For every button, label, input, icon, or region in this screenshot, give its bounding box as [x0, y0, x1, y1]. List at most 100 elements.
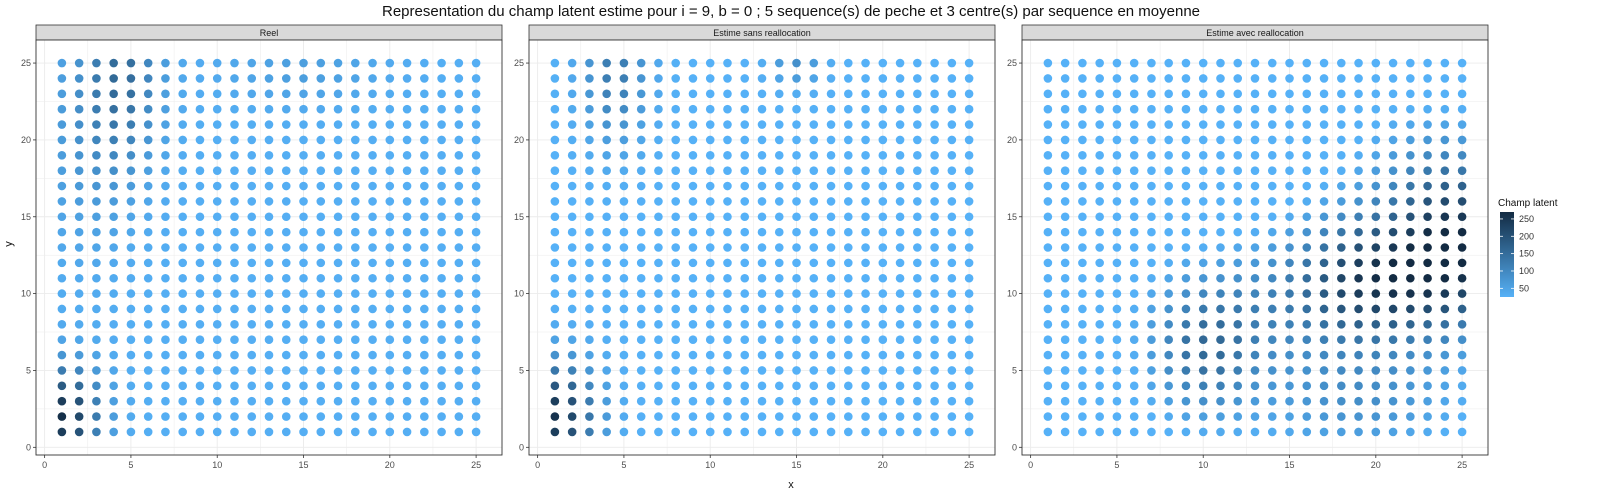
data-point	[740, 427, 750, 437]
data-point	[688, 181, 698, 191]
data-point	[437, 181, 446, 191]
data-point	[1181, 335, 1191, 345]
data-point	[316, 58, 326, 68]
data-point	[161, 396, 170, 406]
data-point	[92, 181, 101, 191]
data-point	[1216, 304, 1225, 314]
data-point	[281, 58, 291, 68]
data-point	[109, 366, 118, 375]
data-point	[1129, 273, 1139, 283]
data-point	[567, 150, 577, 160]
data-point	[1440, 273, 1450, 283]
data-point	[57, 166, 67, 175]
data-point	[161, 258, 170, 268]
data-point	[792, 243, 801, 252]
data-point	[913, 350, 922, 360]
x-tick-label: 15	[792, 460, 802, 470]
legend-tick-label: 250	[1519, 214, 1534, 224]
data-point	[740, 412, 750, 421]
data-point	[109, 427, 118, 437]
data-point	[109, 289, 118, 298]
data-point	[471, 350, 481, 360]
data-point	[1181, 104, 1191, 114]
data-point	[1129, 74, 1139, 83]
x-tick-label: 25	[964, 460, 974, 470]
data-point	[264, 58, 274, 68]
data-point	[126, 227, 136, 237]
data-point	[809, 320, 819, 329]
data-point	[161, 350, 170, 360]
data-point	[671, 273, 680, 283]
data-point	[550, 427, 560, 437]
data-point	[1457, 396, 1467, 406]
data-point	[792, 197, 801, 206]
data-point	[1440, 74, 1450, 83]
data-point	[1267, 427, 1277, 437]
data-point	[437, 320, 446, 329]
data-point	[705, 427, 715, 437]
data-point	[1043, 396, 1053, 406]
data-point	[1147, 104, 1156, 114]
data-point	[913, 74, 922, 83]
data-point	[567, 289, 577, 298]
data-point	[281, 120, 291, 129]
data-point	[1181, 289, 1191, 298]
data-point	[1216, 197, 1225, 206]
data-point	[1440, 150, 1450, 160]
data-point	[1198, 89, 1208, 99]
data-point	[878, 243, 888, 252]
data-point	[92, 427, 101, 437]
data-point	[619, 135, 629, 145]
data-point	[861, 181, 870, 191]
data-point	[1319, 396, 1329, 406]
data-point	[792, 74, 801, 83]
data-point	[126, 273, 136, 283]
data-point	[947, 412, 957, 421]
data-point	[636, 273, 646, 283]
data-point	[247, 258, 257, 268]
data-point	[92, 120, 101, 129]
data-point	[585, 58, 594, 68]
data-point	[230, 350, 239, 360]
data-point	[195, 396, 205, 406]
data-point	[454, 227, 464, 237]
data-point	[792, 396, 801, 406]
data-point	[809, 335, 819, 345]
data-point	[1112, 181, 1122, 191]
data-point	[913, 335, 922, 345]
data-point	[1337, 335, 1346, 345]
data-point	[1457, 120, 1467, 129]
data-point	[1233, 74, 1243, 83]
data-point	[299, 427, 308, 437]
data-point	[1147, 181, 1156, 191]
data-point	[585, 150, 594, 160]
data-point	[964, 320, 974, 329]
data-point	[57, 181, 67, 191]
data-point	[636, 335, 646, 345]
data-point	[333, 366, 343, 375]
data-point	[1337, 412, 1346, 421]
data-point	[264, 381, 274, 391]
data-point	[471, 89, 481, 99]
data-point	[964, 243, 974, 252]
data-point	[826, 212, 836, 222]
data-point	[1216, 335, 1225, 345]
data-point	[757, 74, 767, 83]
data-point	[1319, 135, 1329, 145]
data-point	[333, 89, 343, 99]
data-point	[1319, 289, 1329, 298]
data-point	[230, 135, 239, 145]
data-point	[109, 320, 118, 329]
data-point	[636, 381, 646, 391]
data-point	[1043, 89, 1053, 99]
data-point	[861, 258, 870, 268]
data-point	[895, 258, 905, 268]
data-point	[1457, 427, 1467, 437]
data-point	[1233, 427, 1243, 437]
data-point	[316, 135, 326, 145]
data-point	[1181, 135, 1191, 145]
data-point	[1043, 104, 1053, 114]
data-point	[1440, 197, 1450, 206]
data-point	[636, 396, 646, 406]
x-tick-label: 15	[299, 460, 309, 470]
